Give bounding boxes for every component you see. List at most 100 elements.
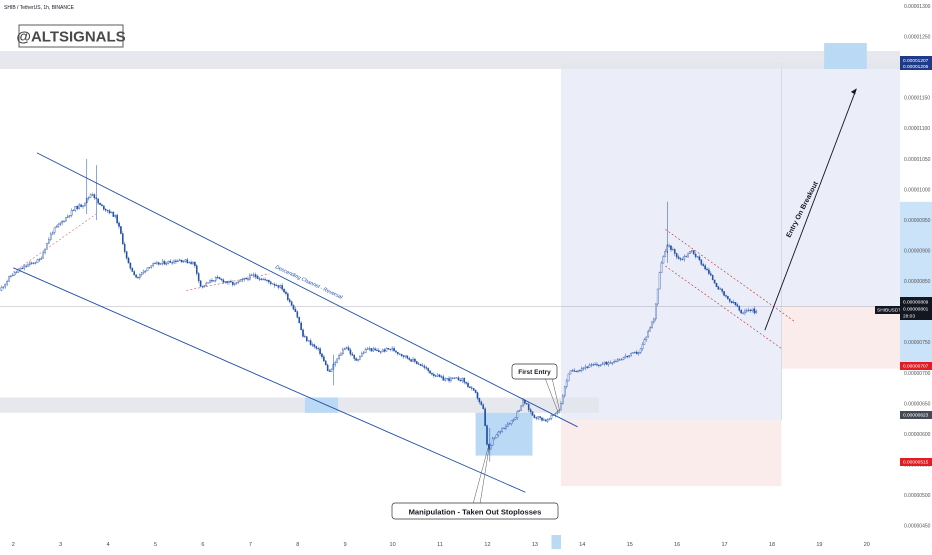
candle-body [10, 275, 12, 277]
candle-body [708, 269, 710, 274]
candle-body [398, 353, 401, 355]
candle-body [653, 318, 655, 323]
candle-body [397, 351, 399, 354]
y-tick-label: 0.00001250 [904, 34, 931, 40]
candle-body [135, 274, 137, 278]
watermark-frame [18, 24, 124, 48]
current-price-a: 0.00000809 [903, 300, 929, 306]
candle-body [672, 249, 674, 251]
candle-body [381, 349, 384, 352]
x-tick-label: 12 [484, 542, 490, 548]
candle-body [658, 272, 661, 290]
candle-body [245, 278, 247, 280]
candle-body [368, 348, 371, 350]
candle-body [457, 377, 460, 381]
candle-body [355, 358, 357, 361]
first-entry-label: First Entry [518, 369, 551, 376]
candle-body [184, 259, 187, 262]
candle-body [535, 417, 538, 419]
candle-body [364, 349, 367, 353]
candle-body [679, 258, 682, 260]
candle-body [190, 262, 192, 264]
candle-body [478, 398, 481, 403]
candle-body [656, 288, 659, 305]
first-entry-callout: First Entry [511, 363, 561, 413]
candle-body [152, 263, 154, 267]
candle-body [188, 262, 190, 264]
candle-body [349, 349, 352, 355]
candle-body [171, 262, 173, 264]
candle-body [429, 370, 431, 374]
candle-body [156, 262, 158, 264]
candle-body [36, 259, 39, 263]
candle-body [484, 408, 486, 426]
candle-body [749, 309, 752, 312]
candle-body [469, 386, 471, 388]
candle-body [359, 356, 361, 360]
candle-body [527, 404, 530, 410]
candle-body [379, 351, 382, 353]
candle-body [685, 255, 687, 257]
candle-body [338, 355, 340, 359]
candle-body [220, 278, 223, 281]
candle-body [480, 401, 483, 405]
candle-body [643, 339, 646, 345]
entry-lower-label: 0.00000623 [903, 413, 929, 419]
candle-body [734, 301, 737, 305]
candle-body [393, 348, 395, 352]
candle-body [425, 367, 428, 369]
candle-body [353, 354, 356, 359]
candle-body [6, 281, 8, 285]
candle-body [252, 274, 255, 276]
candle-body [446, 378, 448, 380]
candle-body [402, 355, 405, 357]
candle-body [336, 358, 338, 363]
target-label-bg [900, 56, 932, 70]
chart-title: SHIB / TetherUS, 1h, BINANCE [4, 5, 75, 11]
time-axis[interactable]: 2 3 4 5 6 7 8 9 10 11 12 13 14 15 16 17 18 19 20 [12, 542, 870, 548]
candle-body [146, 267, 149, 272]
candle-body [414, 358, 416, 362]
candle-body [433, 374, 435, 376]
candle-body [459, 380, 462, 382]
candle-body [123, 243, 126, 252]
candle-body [611, 362, 613, 364]
y-tick-label: 0.00001150 [904, 96, 930, 102]
candle-body [116, 214, 118, 224]
candle-body [427, 368, 429, 371]
candle-body [133, 271, 135, 276]
candle-body [319, 348, 321, 355]
candle-body [434, 375, 437, 377]
candle-body [326, 364, 329, 371]
candle-body [12, 274, 14, 277]
candle-body [544, 419, 547, 422]
candle-body [347, 347, 350, 351]
candle-body [260, 278, 263, 280]
candle-body [508, 423, 511, 425]
candle-body [573, 370, 576, 372]
first-entry-box [511, 363, 558, 380]
candle-body [404, 355, 407, 357]
x-tick-label: 4 [107, 542, 110, 548]
candle-body [660, 262, 663, 273]
candle-body [241, 279, 244, 281]
candle-body [575, 371, 577, 373]
candle-body [294, 309, 297, 312]
candle-body [268, 279, 270, 283]
x-tick-label: 14 [579, 542, 585, 548]
candle-body [696, 256, 699, 258]
candle-body [89, 194, 92, 198]
candle-body [110, 211, 113, 214]
candle-body [730, 300, 733, 303]
candle-body [342, 349, 344, 355]
candle-body [205, 282, 208, 286]
channel-lower-line [13, 267, 526, 493]
candle-body [383, 349, 386, 352]
x-tick-label: 3 [59, 542, 62, 548]
candle-body [148, 267, 151, 269]
candle-body [178, 259, 181, 262]
candle-body [571, 370, 574, 372]
candle-body [357, 359, 359, 361]
